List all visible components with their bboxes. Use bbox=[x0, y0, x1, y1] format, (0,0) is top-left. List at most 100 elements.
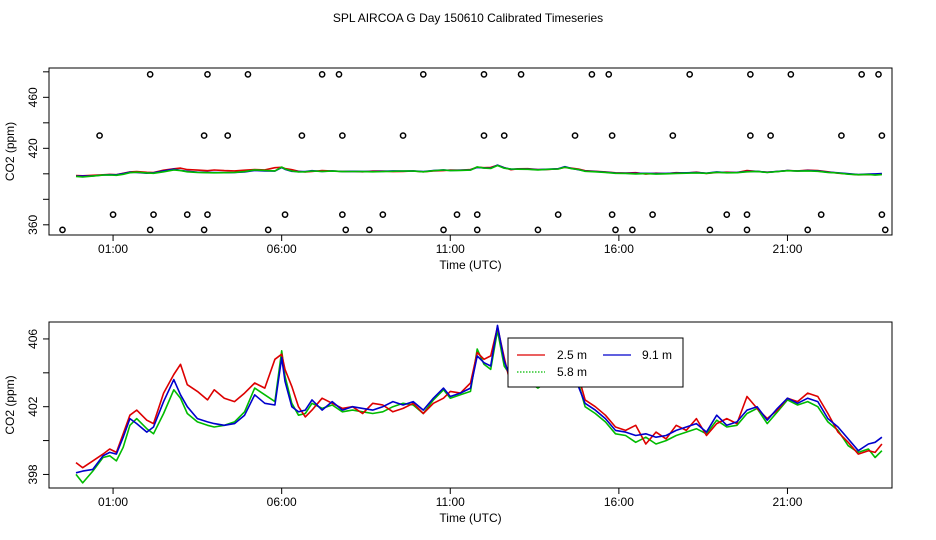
top-x-tick-label: 06:00 bbox=[267, 242, 297, 256]
bottom-x-tick-label: 01:00 bbox=[98, 495, 128, 509]
calibration-point bbox=[817, 211, 825, 218]
bottom-y-tick-label: 402 bbox=[26, 396, 40, 416]
calibration-point bbox=[339, 132, 346, 139]
top-plot-frame bbox=[48, 67, 893, 236]
top-x-axis-label: Time (UTC) bbox=[439, 258, 501, 272]
calibration-point bbox=[500, 132, 508, 139]
calibration-point bbox=[399, 132, 407, 139]
calibration-point bbox=[767, 132, 774, 139]
calibration-point bbox=[686, 71, 694, 78]
calibration-point bbox=[204, 71, 211, 78]
calibration-point bbox=[419, 71, 427, 78]
bottom-x-tick-label: 16:00 bbox=[604, 495, 634, 509]
calibration-point bbox=[605, 71, 613, 78]
bottom-plot-frame bbox=[48, 321, 893, 489]
calibration-point bbox=[649, 211, 656, 218]
calibration-standards bbox=[59, 71, 889, 234]
calibration-point bbox=[244, 71, 252, 78]
chart-title: SPL AIRCOA G Day 150610 Calibrated Times… bbox=[333, 11, 603, 25]
calibration-point bbox=[200, 226, 208, 234]
legend-label-5-8m: 5.8 m bbox=[557, 365, 587, 379]
bottom-x-tick-label: 06:00 bbox=[267, 495, 297, 509]
calibration-point bbox=[146, 71, 154, 78]
bottom-y-tick-label: 398 bbox=[26, 464, 40, 484]
calibration-point bbox=[881, 226, 889, 234]
calibration-point bbox=[588, 71, 596, 78]
bottom-series-line bbox=[75, 324, 883, 474]
calibration-point bbox=[204, 211, 211, 218]
calibration-point bbox=[804, 226, 812, 234]
calibration-point bbox=[440, 226, 447, 234]
calibration-point bbox=[554, 211, 562, 218]
calibration-point bbox=[224, 132, 232, 139]
bottom-x-tick-label: 11:00 bbox=[436, 495, 465, 509]
calibration-point bbox=[298, 132, 306, 139]
calibration-point bbox=[669, 132, 677, 139]
calibration-point bbox=[96, 132, 103, 139]
calibration-point bbox=[571, 132, 579, 139]
bottom-series-lines bbox=[75, 324, 883, 484]
legend: 2.5 m 5.8 m 9.1 m bbox=[507, 337, 684, 388]
legend-box bbox=[507, 337, 684, 388]
bottom-series-line bbox=[75, 329, 883, 484]
bottom-series-line bbox=[75, 326, 883, 469]
calibration-point bbox=[264, 226, 272, 234]
calibration-point bbox=[200, 132, 208, 139]
bottom-y-tick-label: 406 bbox=[26, 329, 40, 349]
bottom-x-axis: 01:00 06:00 11:00 16:00 21:00 bbox=[98, 487, 803, 509]
legend-label-2-5m: 2.5 m bbox=[557, 348, 587, 362]
calibration-point bbox=[59, 226, 66, 234]
bottom-x-axis-label: Time (UTC) bbox=[439, 511, 501, 525]
calibration-point bbox=[747, 132, 754, 139]
calibration-point bbox=[335, 71, 343, 78]
top-x-axis: 01:00 06:00 11:00 16:00 21:00 bbox=[98, 234, 803, 256]
calibration-point bbox=[473, 226, 481, 234]
calibration-point bbox=[150, 211, 157, 218]
calibration-point bbox=[787, 71, 795, 78]
top-y-axis: 360 420 460 bbox=[26, 71, 50, 235]
calibration-point bbox=[743, 226, 751, 234]
top-y-tick-label: 460 bbox=[26, 87, 40, 107]
calibration-point bbox=[608, 211, 616, 218]
calibration-point bbox=[747, 71, 754, 78]
calibration-point bbox=[365, 226, 373, 234]
calibration-point bbox=[723, 211, 731, 218]
calibration-point bbox=[875, 71, 882, 78]
bottom-panel: 01:00 06:00 11:00 16:00 21:00 398 402 406 Time… bbox=[3, 321, 893, 525]
calibration-point bbox=[743, 211, 751, 218]
calibration-point bbox=[858, 71, 866, 78]
calibration-point bbox=[342, 226, 350, 234]
calibration-point bbox=[379, 211, 387, 218]
top-x-tick-label: 01:00 bbox=[98, 242, 128, 256]
top-x-tick-label: 11:00 bbox=[436, 242, 465, 256]
top-panel: 01:00 06:00 11:00 16:00 21:00 360 420 460 Time… bbox=[3, 67, 893, 272]
calibration-point bbox=[453, 211, 461, 218]
bottom-y-axis-label: CO2 (ppm) bbox=[3, 375, 17, 434]
top-x-tick-label: 16:00 bbox=[604, 242, 634, 256]
calibration-point bbox=[838, 132, 845, 139]
legend-label-9-1m: 9.1 m bbox=[642, 348, 672, 362]
calibration-point bbox=[878, 132, 886, 139]
calibration-point bbox=[480, 132, 488, 139]
calibration-point bbox=[473, 211, 481, 218]
calibration-point bbox=[612, 226, 619, 234]
calibration-point bbox=[878, 211, 886, 218]
calibration-point bbox=[146, 226, 154, 234]
calibration-point bbox=[109, 211, 117, 218]
calibration-point bbox=[517, 71, 525, 78]
calibration-point bbox=[183, 211, 191, 218]
top-series-lines bbox=[75, 164, 882, 178]
top-y-axis-label: CO2 (ppm) bbox=[3, 122, 17, 181]
calibration-point bbox=[534, 226, 542, 234]
top-series-line bbox=[75, 164, 882, 178]
calibration-point bbox=[608, 132, 616, 139]
bottom-x-tick-label: 21:00 bbox=[772, 495, 802, 509]
calibration-point bbox=[480, 71, 488, 78]
calibration-point bbox=[339, 211, 346, 218]
calibration-point bbox=[281, 211, 289, 218]
calibration-point bbox=[706, 226, 714, 234]
top-x-tick-label: 21:00 bbox=[772, 242, 802, 256]
calibration-point bbox=[629, 226, 636, 234]
calibration-point bbox=[318, 71, 326, 78]
